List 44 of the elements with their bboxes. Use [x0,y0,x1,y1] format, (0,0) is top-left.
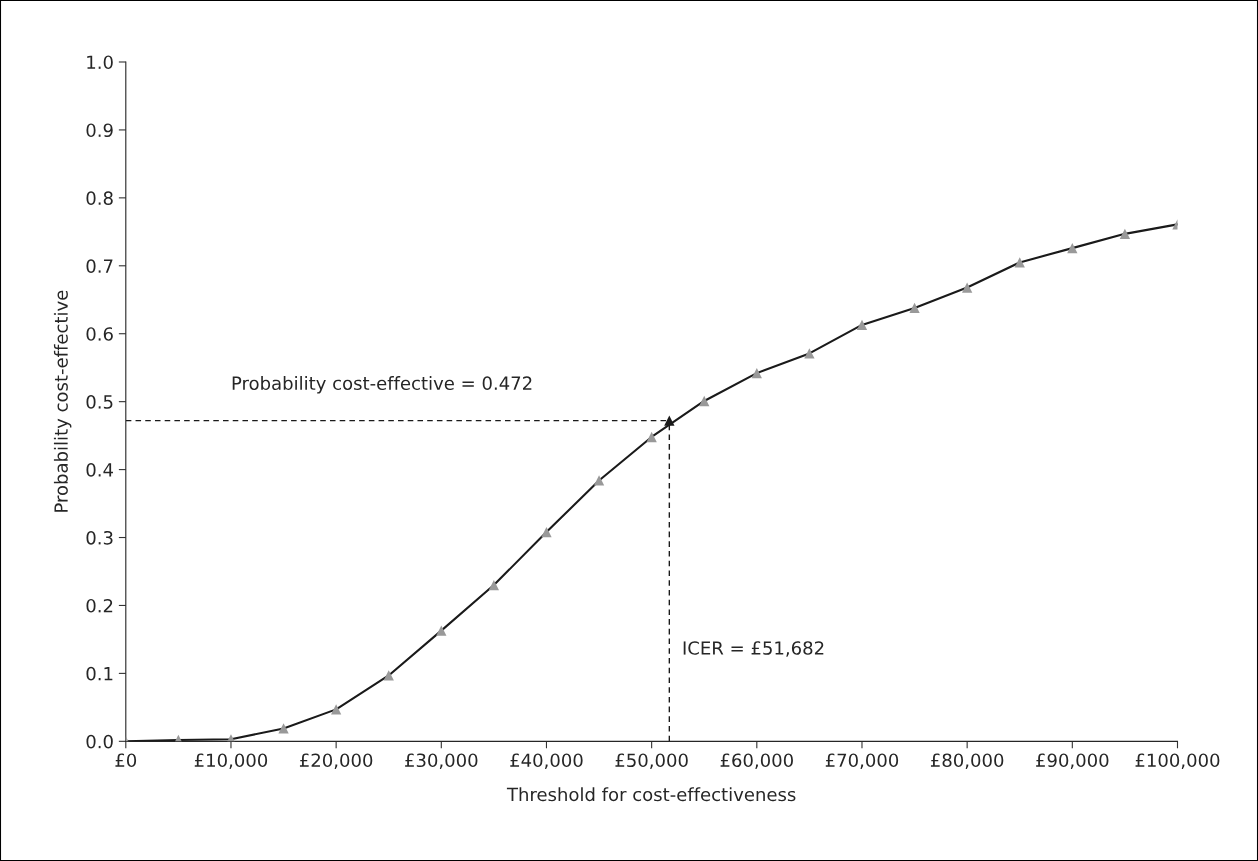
x-tick-label: £100,000 [1135,753,1220,769]
y-tick-label: 0.2 [86,598,113,613]
y-tick-label: 0.8 [86,191,113,205]
point [699,395,710,407]
y-tick-label: 0.0 [86,734,113,749]
y-tick-label: 0.6 [86,327,113,341]
point [909,302,920,314]
x-tick-label: £30,000 [405,753,478,769]
y-tick-label: 0.5 [86,395,113,409]
y-tick-label: 0.4 [86,463,113,477]
y-tick-label: 0.9 [86,123,113,138]
point [541,526,552,538]
y-tick-label: 0.7 [86,259,113,273]
point [962,282,973,293]
x-tick-label: £10,000 [194,753,268,769]
point [278,723,289,734]
x-tick-label: £70,000 [825,753,899,769]
x-tick-label: £0 [115,753,137,768]
point [646,431,657,443]
x-tick-label: £80,000 [930,753,1004,769]
ref-line-label: ICER = £51,682 [683,641,824,657]
ref-line-label: Probability cost-effective = 0.472 [232,376,532,394]
x-tick-label: £20,000 [299,753,373,769]
x-axis-title: Threshold for cost-effectiveness [506,787,796,802]
point [383,670,394,681]
point [751,367,762,379]
point [436,625,447,636]
point [488,579,500,591]
point [1119,228,1131,240]
point [1067,242,1078,254]
x-tick-label: £50,000 [615,753,688,769]
y-tick-label: 0.3 [86,530,113,545]
point [856,319,868,331]
x-tick-label: £90,000 [1036,753,1109,769]
point [664,415,675,426]
point [1014,257,1025,268]
point [330,704,342,715]
point [804,348,815,359]
y-axis-title: Probability cost-effective [53,290,72,512]
y-tick-label: 1.0 [87,55,113,70]
x-tick-label: £40,000 [510,753,583,769]
y-tick-label: 0.1 [86,666,113,681]
x-tick-label: £60,000 [720,753,793,769]
point [593,475,605,486]
